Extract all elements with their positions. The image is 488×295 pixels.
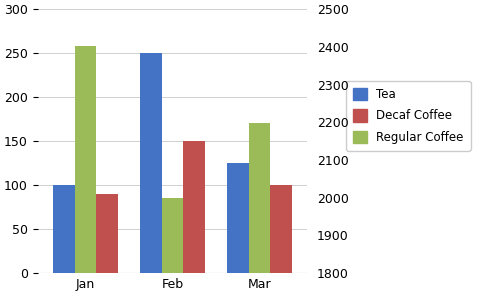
Bar xyxy=(162,198,183,273)
Bar xyxy=(140,53,162,273)
Bar xyxy=(183,141,205,273)
Bar xyxy=(270,185,292,273)
Bar xyxy=(53,185,75,273)
Bar xyxy=(227,163,249,273)
Bar xyxy=(75,46,97,273)
Bar xyxy=(249,124,270,273)
Legend: Tea, Decaf Coffee, Regular Coffee: Tea, Decaf Coffee, Regular Coffee xyxy=(346,81,471,151)
Bar xyxy=(97,194,118,273)
